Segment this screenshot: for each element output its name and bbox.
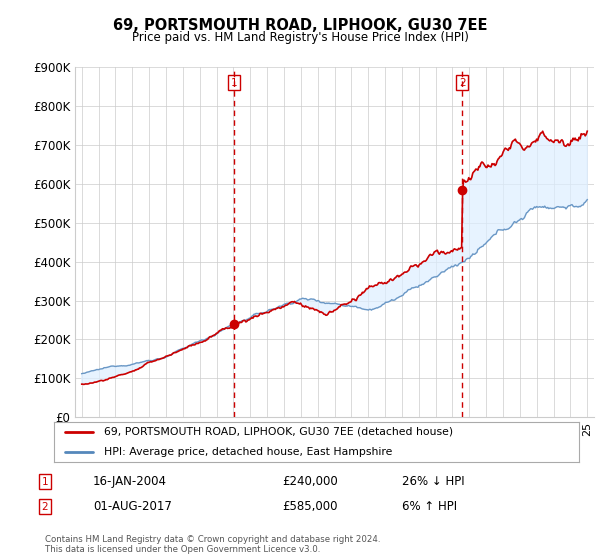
- Text: 69, PORTSMOUTH ROAD, LIPHOOK, GU30 7EE: 69, PORTSMOUTH ROAD, LIPHOOK, GU30 7EE: [113, 18, 487, 33]
- Text: 16-JAN-2004: 16-JAN-2004: [93, 475, 167, 488]
- Text: 01-AUG-2017: 01-AUG-2017: [93, 500, 172, 514]
- Text: Contains HM Land Registry data © Crown copyright and database right 2024.
This d: Contains HM Land Registry data © Crown c…: [45, 535, 380, 554]
- Text: £240,000: £240,000: [282, 475, 338, 488]
- Text: HPI: Average price, detached house, East Hampshire: HPI: Average price, detached house, East…: [104, 447, 392, 457]
- Text: 2: 2: [459, 78, 466, 88]
- Text: 1: 1: [231, 78, 238, 88]
- Text: 26% ↓ HPI: 26% ↓ HPI: [402, 475, 464, 488]
- Text: 6% ↑ HPI: 6% ↑ HPI: [402, 500, 457, 514]
- Text: 69, PORTSMOUTH ROAD, LIPHOOK, GU30 7EE (detached house): 69, PORTSMOUTH ROAD, LIPHOOK, GU30 7EE (…: [104, 427, 453, 437]
- Text: 2: 2: [41, 502, 49, 512]
- Text: £585,000: £585,000: [282, 500, 337, 514]
- Text: Price paid vs. HM Land Registry's House Price Index (HPI): Price paid vs. HM Land Registry's House …: [131, 31, 469, 44]
- Text: 1: 1: [41, 477, 49, 487]
